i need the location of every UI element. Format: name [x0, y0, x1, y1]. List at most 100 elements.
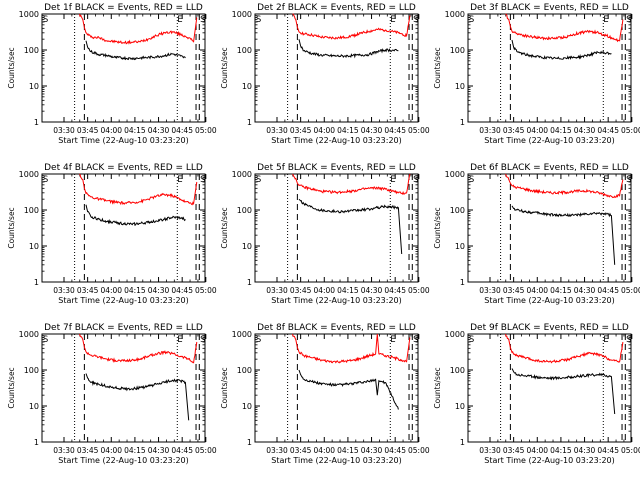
- start-marker-label: S: [256, 175, 261, 185]
- plot-frame: [254, 333, 419, 443]
- x-tick-label: 04:15: [550, 286, 572, 295]
- x-tick-label: 03:45: [290, 126, 312, 135]
- plot-frame: [41, 173, 206, 283]
- panel-title: Det 7f BLACK = Events, RED = LLD: [44, 323, 203, 333]
- end-marker-label: E: [390, 335, 395, 345]
- y-tick-label: 1000: [445, 170, 465, 179]
- y-axis-label: Counts/sec: [220, 47, 229, 88]
- y-tick-label: 1000: [445, 10, 465, 19]
- start-marker-label: S: [469, 335, 474, 345]
- y-tick-label: 1: [460, 438, 465, 447]
- lld-series-line: [505, 13, 624, 43]
- y-tick-label: 10: [29, 82, 39, 91]
- x-tick-label: 03:30: [479, 286, 501, 295]
- x-axis-label: Start Time (22-Aug-10 03:23:20): [271, 456, 402, 465]
- start-marker-label: S: [469, 15, 474, 25]
- x-axis-label: Start Time (22-Aug-10 03:23:20): [271, 136, 402, 145]
- x-tick-label: 05:00: [621, 286, 640, 295]
- x-tick-label: 04:00: [100, 446, 122, 455]
- x-tick-label: 04:45: [171, 446, 193, 455]
- plot-frame: [467, 173, 632, 283]
- x-tick-label: 04:45: [597, 286, 619, 295]
- x-axis-label: Start Time (22-Aug-10 03:23:20): [271, 296, 402, 305]
- y-tick-label: 1: [34, 438, 39, 447]
- y-tick-label: 1: [460, 118, 465, 127]
- x-tick-label: 04:00: [313, 446, 335, 455]
- y-tick-label: 10: [455, 402, 465, 411]
- y-tick-label: 1: [247, 278, 252, 287]
- events-series-line: [85, 373, 190, 421]
- x-tick-label: 03:30: [53, 286, 75, 295]
- x-tick-label: 04:15: [337, 446, 359, 455]
- x-axis-label: Start Time (22-Aug-10 03:23:20): [58, 456, 189, 465]
- x-tick-label: 04:30: [574, 126, 596, 135]
- y-tick-label: 100: [450, 206, 465, 215]
- x-tick-label: 03:30: [266, 286, 288, 295]
- x-axis-label: Start Time (22-Aug-10 03:23:20): [484, 136, 615, 145]
- plot-frame: [254, 173, 419, 283]
- end-marker-label: E: [603, 175, 608, 185]
- x-tick-label: 04:00: [526, 286, 548, 295]
- start-marker-label: S: [626, 335, 631, 345]
- panel-title: Det 3f BLACK = Events, RED = LLD: [470, 3, 629, 13]
- plot-frame: [254, 13, 419, 123]
- x-tick-label: 03:45: [503, 126, 525, 135]
- x-tick-label: 03:45: [77, 286, 99, 295]
- x-tick-label: 04:00: [100, 126, 122, 135]
- plot-frame: [467, 13, 632, 123]
- x-tick-label: 03:45: [503, 446, 525, 455]
- x-tick-label: 03:30: [479, 446, 501, 455]
- x-tick-label: 05:00: [408, 286, 430, 295]
- lld-series-line: [292, 13, 411, 40]
- panel-6: Det 6f BLACK = Events, RED = LLD 1 10 100 10…: [433, 163, 640, 305]
- x-tick-label: 03:30: [53, 446, 75, 455]
- end-marker-label: E: [603, 15, 608, 25]
- events-series-line: [85, 204, 186, 226]
- lld-series-line: [79, 13, 198, 45]
- y-axis-label: Counts/sec: [7, 367, 16, 408]
- x-tick-label: 04:30: [148, 126, 170, 135]
- panel-1: Det 1f BLACK = Events, RED = LLD 1 10 100 10…: [7, 3, 217, 145]
- y-axis-label: Counts/sec: [433, 207, 442, 248]
- x-tick-label: 03:45: [77, 126, 99, 135]
- y-tick-label: 10: [29, 242, 39, 251]
- x-tick-label: 05:00: [195, 446, 217, 455]
- lld-series-line: [79, 173, 198, 206]
- end-marker-label: E: [177, 15, 182, 25]
- events-series-line: [85, 40, 186, 61]
- x-tick-label: 04:30: [361, 126, 383, 135]
- y-tick-label: 10: [242, 242, 252, 251]
- x-tick-label: 03:30: [266, 126, 288, 135]
- y-tick-label: 100: [237, 206, 252, 215]
- y-tick-label: 100: [237, 366, 252, 375]
- lld-series-line: [79, 333, 198, 364]
- x-tick-label: 04:15: [124, 446, 146, 455]
- x-tick-label: 04:45: [384, 446, 406, 455]
- x-axis-label: Start Time (22-Aug-10 03:23:20): [484, 296, 615, 305]
- end-marker-label: E: [177, 175, 182, 185]
- panel-title: Det 5f BLACK = Events, RED = LLD: [257, 163, 416, 173]
- y-tick-label: 1: [247, 438, 252, 447]
- panel-title: Det 1f BLACK = Events, RED = LLD: [44, 3, 203, 13]
- panel-3: Det 3f BLACK = Events, RED = LLD 1 10 100 10…: [433, 3, 640, 145]
- start-marker-label: S: [626, 175, 631, 185]
- start-marker-label: S: [200, 335, 205, 345]
- y-axis-label: Counts/sec: [433, 47, 442, 88]
- events-series-line: [511, 39, 612, 60]
- x-tick-label: 05:00: [408, 446, 430, 455]
- x-tick-label: 04:15: [337, 286, 359, 295]
- y-tick-label: 100: [237, 46, 252, 55]
- y-tick-label: 10: [455, 242, 465, 251]
- x-tick-label: 03:30: [53, 126, 75, 135]
- y-tick-label: 100: [24, 366, 39, 375]
- x-tick-label: 05:00: [195, 126, 217, 135]
- y-tick-label: 1000: [19, 10, 39, 19]
- x-tick-label: 04:30: [574, 286, 596, 295]
- start-marker-label: S: [256, 335, 261, 345]
- x-tick-label: 03:45: [290, 446, 312, 455]
- x-tick-label: 03:30: [266, 446, 288, 455]
- panel-8: Det 8f BLACK = Events, RED = LLD 1 10 100 10…: [220, 323, 430, 465]
- x-tick-label: 04:45: [171, 126, 193, 135]
- y-tick-label: 10: [242, 402, 252, 411]
